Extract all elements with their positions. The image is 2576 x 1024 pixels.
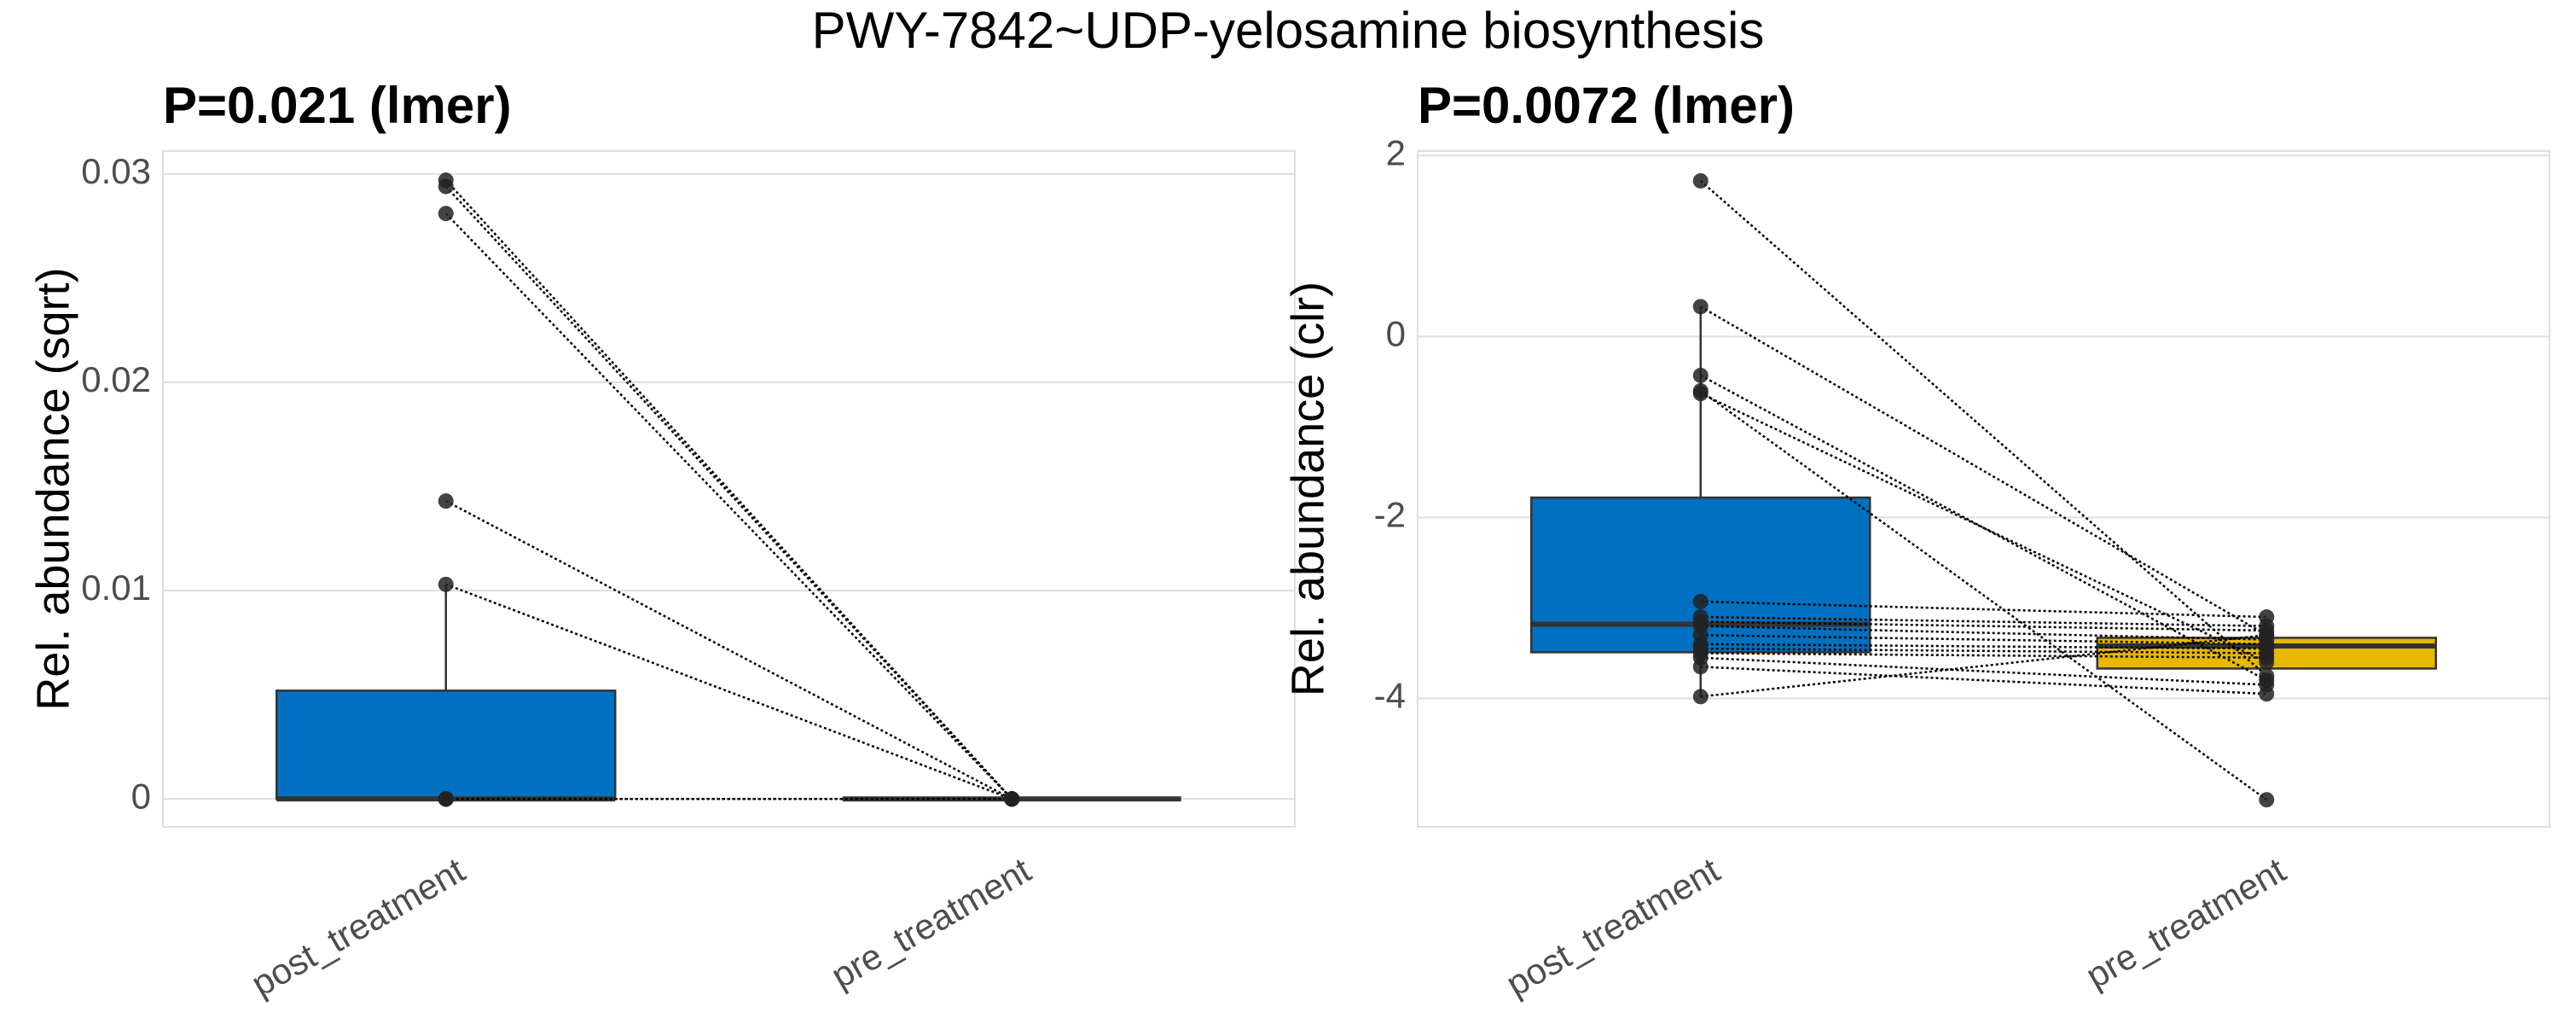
pair-line	[1700, 620, 2267, 632]
panel-border	[1417, 150, 2550, 828]
pair-line	[1700, 647, 2267, 655]
data-point	[438, 493, 454, 509]
y-tick-label: 2	[1386, 132, 1406, 172]
data-point	[1692, 594, 1709, 609]
data-point	[1692, 689, 1709, 705]
pair-line	[1700, 615, 2267, 627]
data-point	[2259, 792, 2275, 808]
pair-line	[1700, 652, 2267, 659]
panel-title: P=0.021 (lmer)	[163, 77, 512, 134]
y-tick-label: 0	[1386, 313, 1406, 353]
y-tick-label: 0	[131, 776, 151, 816]
y-tick-label: 0.03	[81, 151, 151, 191]
x-tick-label: post_treatment	[1500, 850, 1726, 1004]
pair-line	[445, 500, 1012, 800]
x-tick-label: post_treatment	[245, 850, 472, 1004]
pair-line	[1700, 633, 2267, 646]
data-point	[2259, 627, 2275, 643]
data-point	[2259, 686, 2275, 702]
box	[276, 689, 617, 800]
data-point	[1692, 659, 1709, 675]
data-point	[438, 576, 454, 592]
pair-line	[444, 179, 1013, 800]
data-point	[1692, 367, 1709, 383]
y-axis-label: Rel. abundance (sqrt)	[27, 267, 78, 710]
x-tick-label: pre_treatment	[824, 850, 1037, 997]
pair-line	[1700, 656, 2267, 686]
pair-line	[1700, 389, 2267, 801]
data-point	[2259, 649, 2275, 666]
data-point	[1692, 386, 1709, 402]
figure-title: PWY-7842~UDP-yelosamine biosynthesis	[812, 2, 1765, 59]
y-tick-label: -4	[1374, 676, 1406, 716]
y-tick-label: 0.02	[81, 359, 151, 399]
panel-title: P=0.0072 (lmer)	[1418, 77, 1795, 134]
data-point	[1692, 299, 1709, 315]
data-point	[1692, 172, 1709, 189]
y-tick-label: 0.01	[81, 567, 151, 608]
pair-line	[1700, 600, 2267, 619]
pair-line	[1700, 666, 2267, 695]
pair-line	[1700, 305, 2267, 637]
data-point	[438, 206, 454, 222]
data-point	[438, 791, 454, 807]
pair-line	[1700, 393, 2267, 664]
pair-line	[1700, 643, 2267, 650]
data-point	[438, 178, 454, 195]
y-tick-label: -2	[1374, 494, 1406, 534]
pair-line	[444, 185, 1013, 800]
y-axis-label: Rel. abundance (clr)	[1282, 282, 1333, 696]
pair-line	[1699, 180, 2268, 677]
x-tick-label: pre_treatment	[2079, 850, 2292, 997]
data-point	[1004, 791, 1020, 807]
pair-line	[1700, 625, 2267, 641]
pair-line	[445, 583, 1012, 800]
panel-border	[162, 150, 1296, 828]
